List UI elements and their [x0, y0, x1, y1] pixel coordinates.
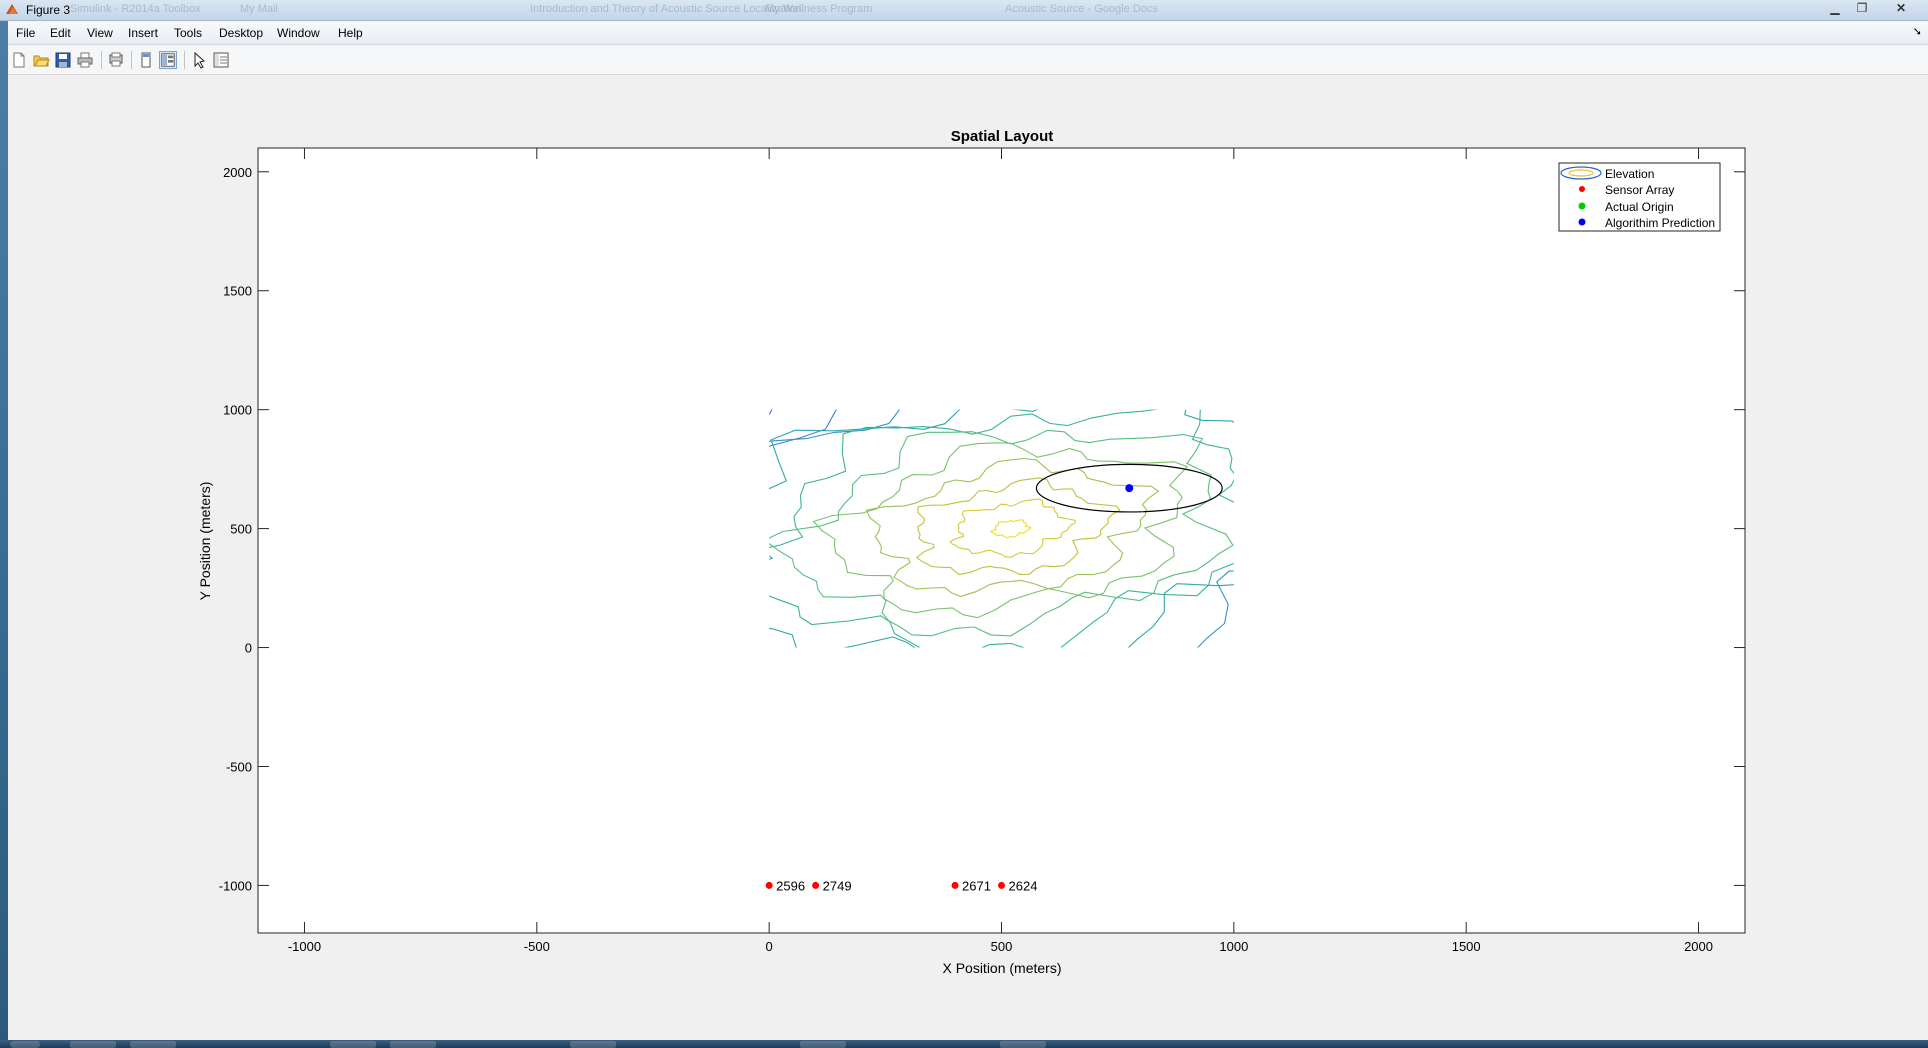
y-tick-label: 1000: [223, 403, 252, 418]
minimize-icon[interactable]: ▁: [1830, 1, 1840, 15]
taskbar-app[interactable]: [390, 1041, 436, 1048]
elevation-contour-line: [990, 519, 1032, 539]
sensor-marker: [951, 881, 959, 889]
x-tick-label: -500: [524, 939, 550, 954]
legend-elevation-icon-inner: [1568, 169, 1594, 177]
x-tick-label: 2000: [1684, 939, 1713, 954]
y-tick-label: 1500: [223, 284, 252, 299]
legend-prediction-marker: [1578, 218, 1586, 226]
elevation-contour-line: [769, 409, 1234, 648]
dock-arrow-icon[interactable]: ➘: [1912, 26, 1922, 38]
toolbar: [8, 46, 1928, 75]
sensor-marker: [765, 881, 773, 889]
plot-marks: 2596 2749 2671 2624: [765, 463, 1223, 893]
taskbar-app[interactable]: [1000, 1041, 1046, 1048]
desktop-edge: [0, 0, 8, 1048]
elevation-contour-line: [769, 409, 1234, 648]
print-preview-icon[interactable]: [107, 51, 125, 69]
menu-view[interactable]: View: [87, 26, 113, 40]
y-tick-label: 2000: [223, 165, 252, 180]
start-button[interactable]: [10, 1041, 40, 1048]
windows-taskbar: [0, 1040, 1928, 1048]
property-inspector-icon[interactable]: [212, 51, 230, 69]
menu-insert[interactable]: Insert: [128, 26, 159, 40]
taskbar-app[interactable]: [70, 1041, 116, 1048]
y-tick-label: -1000: [219, 878, 252, 893]
elevation-contour-line: [915, 477, 1121, 576]
taskbar-app[interactable]: [570, 1041, 616, 1048]
legend-entry-label: Actual Origin: [1605, 200, 1674, 214]
elevation-contour-line: [812, 442, 1189, 619]
menu-file[interactable]: File: [16, 26, 36, 40]
show-plot-tools-icon[interactable]: [159, 51, 177, 69]
background-tab: Introduction and Theory of Acoustic Sour…: [530, 3, 802, 15]
legend-box: [1558, 162, 1721, 232]
y-tick-label: 0: [245, 641, 252, 656]
sensor-label: 2596: [776, 878, 805, 893]
y-tick-label: 500: [230, 522, 252, 537]
restore-icon[interactable]: ❐: [1856, 1, 1868, 15]
elevation-contour-line: [769, 429, 1234, 637]
x-tick-label: 500: [991, 939, 1013, 954]
legend-entry-label: Elevation: [1605, 167, 1654, 181]
menu-edit[interactable]: Edit: [50, 26, 71, 40]
sensor-label: 2671: [962, 878, 991, 893]
menu-tools[interactable]: Tools: [174, 26, 203, 40]
toolbar-separator: [131, 51, 132, 69]
x-tick-label: -1000: [288, 939, 321, 954]
close-icon[interactable]: ✕: [1895, 1, 1907, 15]
background-tab: My Wellness Program: [765, 3, 873, 15]
legend-entry-label: Sensor Array: [1605, 183, 1674, 197]
prediction-marker: [1125, 484, 1134, 493]
x-tick-label: 1500: [1452, 939, 1481, 954]
x-tick-label: 1000: [1219, 939, 1248, 954]
legend-origin-marker: [1578, 202, 1586, 210]
background-tab: Acoustic Source - Google Docs: [1005, 3, 1158, 15]
save-icon[interactable]: [54, 51, 72, 69]
title-bar: Figure 3 Simulink - R2014a Toolbox My Ma…: [0, 0, 1928, 21]
legend-elevation-icon: [1560, 166, 1602, 180]
sensor-marker: [998, 881, 1005, 889]
background-tab: Simulink - R2014a Toolbox: [70, 3, 201, 15]
menu-bar: File Edit View Insert Tools Desktop Wind…: [8, 22, 1928, 45]
y-tick-label: -500: [226, 759, 252, 774]
menu-desktop[interactable]: Desktop: [219, 26, 264, 40]
legend-entry-label: Algorithim Prediction: [1605, 216, 1715, 230]
toolbar-separator: [101, 51, 102, 69]
legend[interactable]: Elevation Sensor Array Actual Origin Alg…: [1558, 162, 1721, 232]
matlab-logo-icon: [6, 4, 18, 14]
taskbar-app[interactable]: [800, 1041, 846, 1048]
axes-background[interactable]: [258, 148, 1745, 933]
taskbar-app[interactable]: [330, 1041, 376, 1048]
elevation-contour-line: [949, 498, 1076, 558]
sensor-marker: [812, 881, 820, 889]
chart-title: Spatial Layout: [951, 128, 1054, 145]
open-file-icon[interactable]: [32, 51, 50, 69]
x-axis-label: X Position (meters): [942, 960, 1061, 976]
print-icon[interactable]: [76, 51, 94, 69]
menu-window[interactable]: Window: [277, 26, 320, 40]
edit-plot-pointer-icon[interactable]: [190, 51, 208, 69]
axes-ticks: -1000 -500 0 500 1000 1500 2000 2000 1500 1000 500…: [219, 148, 1745, 954]
sensor-label: 2749: [823, 878, 852, 893]
confidence-ellipse: [1035, 463, 1223, 513]
hide-plot-tools-icon[interactable]: [137, 51, 155, 69]
window-title: Figure 3: [26, 3, 71, 17]
legend-sensor-marker: [1579, 186, 1585, 192]
background-tab: My Mail: [240, 3, 278, 15]
menu-help[interactable]: Help: [338, 26, 363, 40]
taskbar-app[interactable]: [130, 1041, 176, 1048]
toolbar-separator: [184, 51, 185, 69]
sensor-label: 2624: [1009, 878, 1038, 893]
y-axis-label: Y Position (meters): [197, 482, 213, 601]
new-figure-icon[interactable]: [10, 51, 28, 69]
x-tick-label: 0: [766, 939, 773, 954]
